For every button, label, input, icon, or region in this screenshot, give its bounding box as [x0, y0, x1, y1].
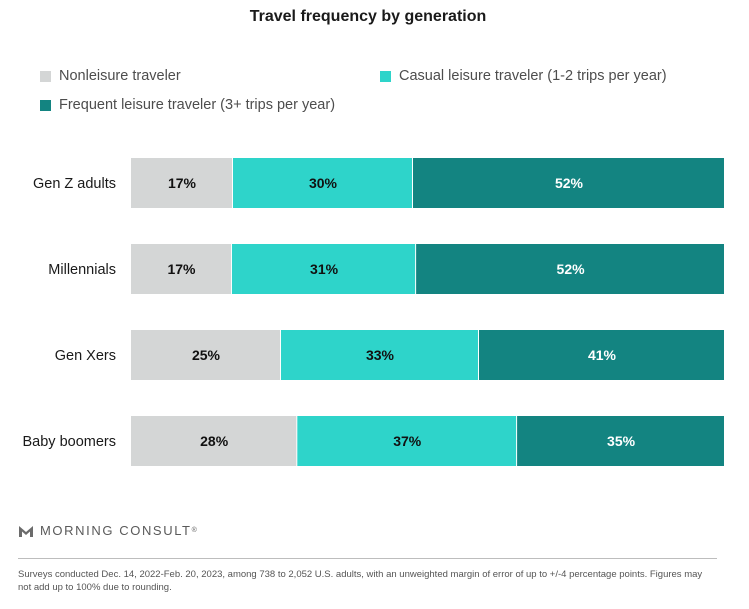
data-label: 25% — [192, 347, 221, 363]
bar-segment — [131, 244, 231, 294]
legend-item-casual: Casual leisure traveler (1-2 trips per y… — [380, 68, 667, 84]
bar-segment — [131, 330, 280, 380]
legend-swatch-nonleisure — [40, 70, 51, 82]
bar-segment — [416, 244, 724, 294]
brand: MORNING CONSULT ® — [18, 523, 197, 538]
bar-segment — [281, 330, 478, 380]
data-label: 52% — [557, 261, 586, 277]
legend-label-casual: Casual leisure traveler (1-2 trips per y… — [399, 68, 667, 84]
data-label: 33% — [366, 347, 395, 363]
brand-registered-mark: ® — [191, 527, 197, 534]
chart-title: Travel frequency by generation — [249, 8, 487, 25]
data-label: 17% — [168, 175, 197, 191]
data-label: 31% — [310, 261, 339, 277]
legend-item-nonleisure: Nonleisure traveler — [40, 68, 181, 84]
footnote: Surveys conducted Dec. 14, 2022-Feb. 20,… — [18, 569, 703, 593]
bar-segment — [231, 244, 416, 294]
category-label: Gen Z adults — [33, 176, 116, 192]
category-label: Gen Xers — [55, 348, 116, 364]
data-label: 35% — [607, 433, 636, 449]
legend-item-frequent: Frequent leisure traveler (3+ trips per … — [40, 97, 335, 113]
stacked-bar-chart: Gen Z adults 17% 30% 52% Millennials 17% 31% 52… — [23, 158, 724, 466]
bar-segment — [297, 416, 517, 466]
data-label: 52% — [555, 175, 584, 191]
legend-swatch-frequent — [40, 99, 51, 111]
bar-segment — [233, 158, 412, 208]
data-label: 17% — [167, 261, 196, 277]
morning-consult-logo-icon — [19, 525, 33, 537]
brand-name: MORNING CONSULT — [40, 523, 192, 538]
data-label: 30% — [309, 175, 338, 191]
footer-divider — [18, 558, 717, 559]
bar-segment — [517, 416, 724, 466]
legend-label-nonleisure: Nonleisure traveler — [59, 68, 181, 84]
data-label: 28% — [200, 433, 229, 449]
category-label: Millennials — [48, 262, 116, 278]
bar-segment — [131, 158, 232, 208]
bar-segment — [131, 416, 297, 466]
data-label: 37% — [393, 433, 422, 449]
category-label: Baby boomers — [23, 434, 117, 450]
legend-swatch-casual — [380, 70, 391, 82]
bar-segment — [479, 330, 724, 380]
data-label: 41% — [588, 347, 617, 363]
legend-label-frequent: Frequent leisure traveler (3+ trips per … — [59, 97, 336, 113]
bar-segment — [413, 158, 724, 208]
